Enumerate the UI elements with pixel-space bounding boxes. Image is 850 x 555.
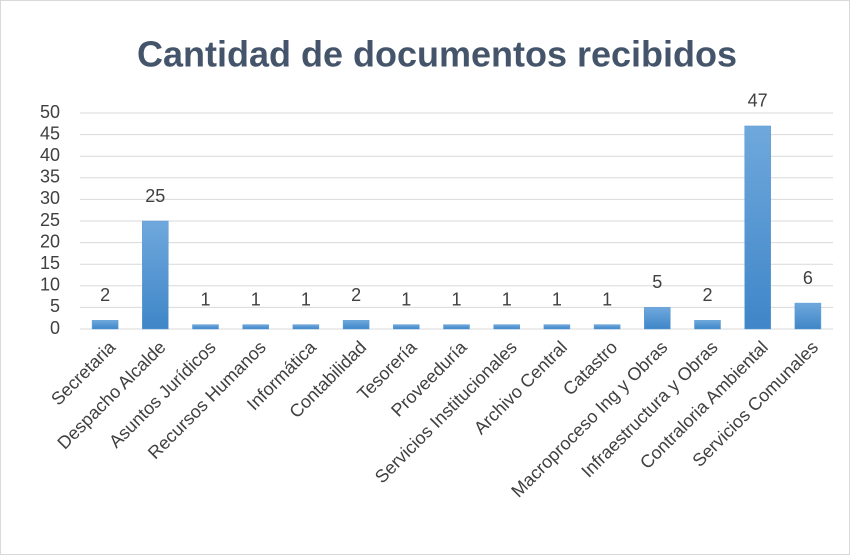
bar [794, 302, 822, 330]
bar [91, 320, 119, 330]
data-label: 1 [401, 289, 411, 309]
data-label: 2 [702, 285, 712, 305]
bar [142, 220, 169, 330]
y-tick-label: 20 [40, 231, 60, 251]
data-label: 5 [652, 272, 662, 292]
y-tick-label: 10 [40, 275, 60, 295]
y-tick-label: 35 [40, 167, 60, 187]
data-label: 1 [301, 289, 311, 309]
y-tick-label: 15 [40, 253, 60, 273]
y-tick-label: 5 [50, 296, 60, 316]
bar [192, 324, 219, 330]
y-tick-label: 25 [40, 210, 60, 230]
bar [393, 324, 420, 330]
bar [493, 324, 520, 330]
y-tick-label: 30 [40, 188, 60, 208]
data-label: 1 [602, 289, 612, 309]
y-tick-label: 45 [40, 123, 60, 143]
data-label: 1 [451, 289, 461, 309]
data-label: 2 [351, 285, 361, 305]
bar [593, 324, 621, 330]
bar [543, 324, 571, 330]
data-label: 1 [251, 289, 261, 309]
data-label: 6 [803, 268, 813, 288]
bar [342, 320, 370, 330]
y-tick-label: 50 [40, 102, 60, 122]
data-label: 25 [145, 186, 165, 206]
data-label: 1 [502, 289, 512, 309]
chart-title: Cantidad de documentos recibidos [137, 34, 737, 75]
bar [443, 324, 470, 330]
bar [644, 307, 671, 330]
data-label: 2 [100, 285, 110, 305]
data-label: 1 [552, 289, 562, 309]
data-label: 1 [200, 289, 210, 309]
bar [292, 324, 320, 330]
bar [744, 125, 771, 330]
bar [694, 320, 721, 330]
y-tick-label: 0 [50, 318, 60, 338]
y-tick-label: 40 [40, 145, 60, 165]
bar [242, 324, 269, 330]
data-label: 47 [748, 91, 768, 111]
